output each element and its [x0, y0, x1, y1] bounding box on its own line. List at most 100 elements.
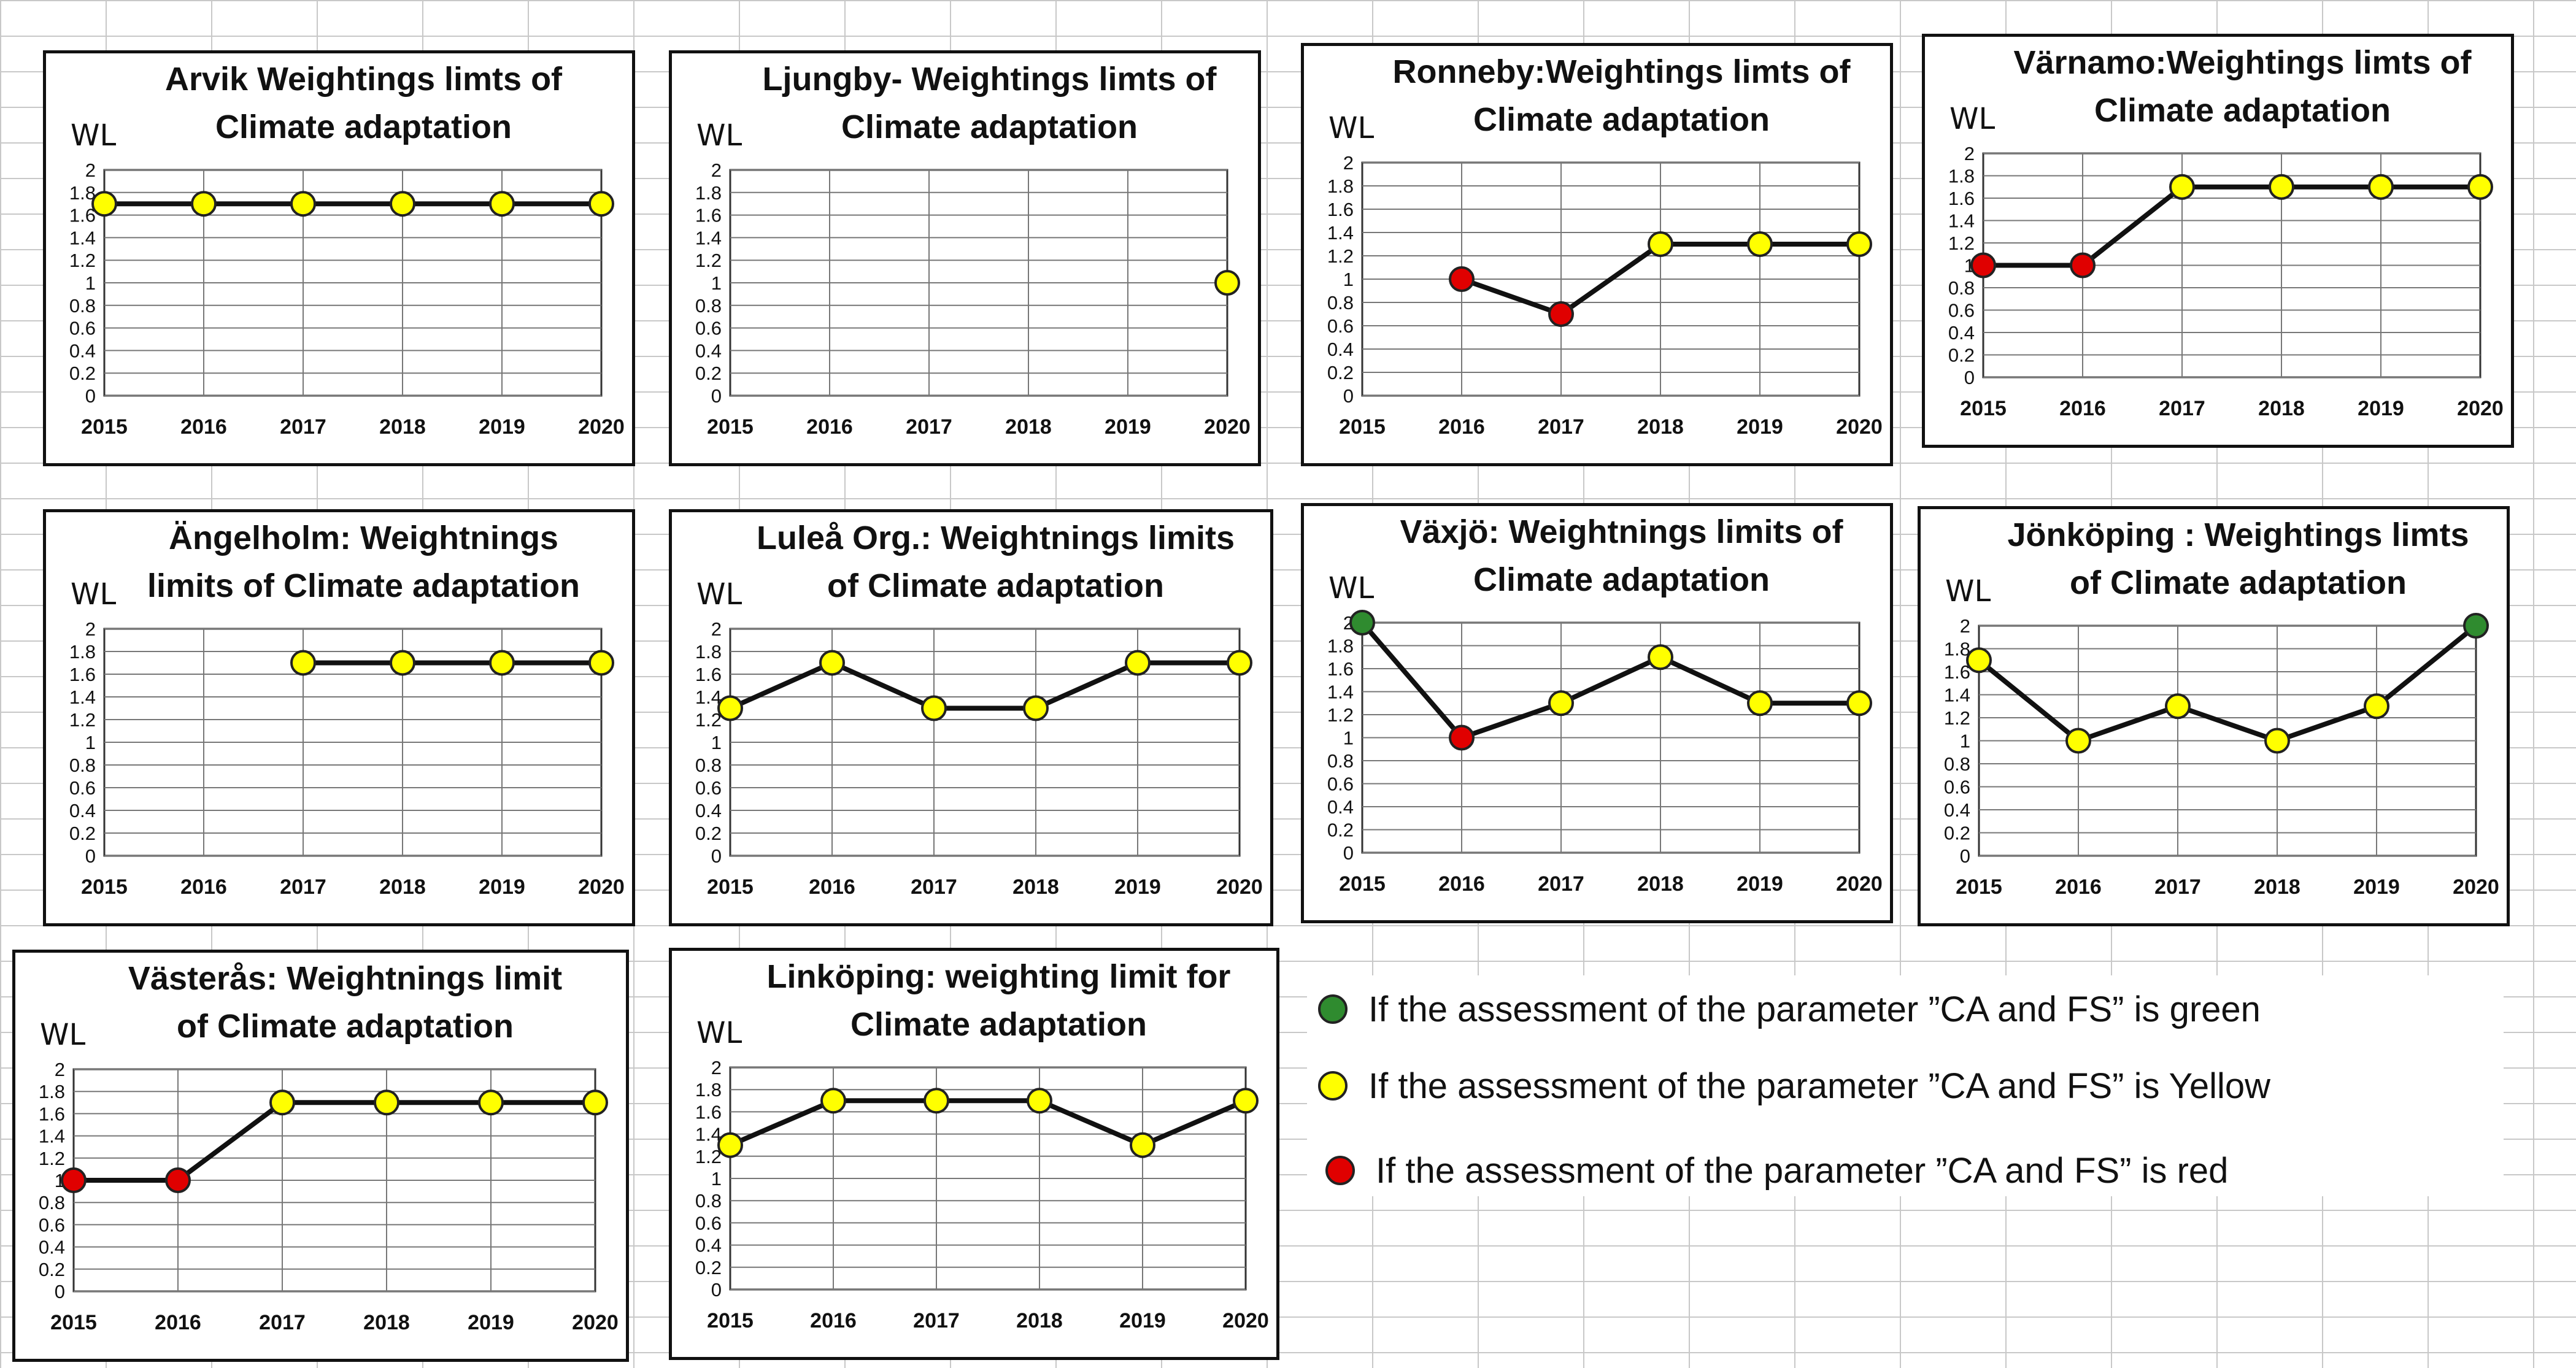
data-point — [290, 650, 316, 676]
x-tick-label: 2019 — [1737, 872, 1783, 896]
y-tick-label: 1.2 — [1327, 245, 1354, 267]
y-tick-label: 1.4 — [69, 686, 96, 708]
x-tick-label: 2017 — [1538, 872, 1584, 896]
y-tick-label: 1.6 — [695, 1101, 722, 1123]
chart-title-line: Värnamo:Weightings limts of — [2013, 44, 2472, 81]
chart-title-line: limits of Climate adaptation — [147, 567, 580, 604]
chart-title-line: Jönköping : Weightings limts — [2008, 517, 2469, 553]
data-point — [1227, 650, 1252, 676]
chart-ljungby: Ljungby- Weightings limts of Climate adap… — [669, 50, 1261, 466]
x-tick-label: 2020 — [1836, 415, 1883, 439]
y-tick-label: 0 — [1343, 842, 1354, 864]
y-tick-label: 0.6 — [1327, 315, 1354, 337]
x-tick-label: 2018 — [1016, 1309, 1063, 1332]
data-point — [390, 191, 415, 217]
x-tick-label: 2020 — [2457, 397, 2504, 420]
x-tick-label: 2020 — [572, 1311, 619, 1334]
legend-text-yellow: If the assessment of the parameter ”CA a… — [1368, 1066, 2271, 1106]
x-tick-label: 2016 — [1438, 415, 1485, 439]
y-axis-label: WL — [696, 577, 742, 612]
yellow-dot-icon — [1318, 1071, 1348, 1101]
y-tick-label: 0.6 — [695, 777, 722, 799]
y-tick-label: 0.8 — [39, 1192, 65, 1213]
data-point — [2364, 693, 2389, 720]
x-tick-label: 2015 — [50, 1311, 97, 1334]
y-tick-label: 1.2 — [69, 250, 96, 271]
y-tick-label: 1.4 — [69, 227, 96, 248]
data-point — [1449, 266, 1475, 292]
y-tick-label: 0.2 — [1327, 362, 1354, 383]
chart-svg: Ronneby:Weightings limts of Climate adapt… — [1327, 53, 1883, 439]
data-point — [1214, 270, 1240, 296]
y-tick-label: 0.4 — [1327, 796, 1354, 818]
y-tick-label: 1.2 — [1948, 232, 1975, 254]
data-point — [1349, 610, 1375, 636]
y-tick-label: 0.8 — [69, 295, 96, 317]
y-tick-label: 0.8 — [695, 755, 722, 776]
data-point — [1846, 231, 1872, 257]
y-tick-label: 0 — [711, 385, 722, 407]
series-line — [729, 1098, 1247, 1148]
y-tick-label: 0.6 — [695, 1212, 722, 1234]
y-tick-label: 1.6 — [1948, 188, 1975, 209]
chart-linkoping: Linköping: weighting limit for Climate ad… — [669, 948, 1279, 1360]
y-tick-label: 1.8 — [1944, 639, 1970, 660]
x-tick-label: 2016 — [155, 1311, 201, 1334]
chart-title-line: Climate adaptation — [215, 109, 512, 145]
x-tick-label: 2016 — [2059, 397, 2106, 420]
data-point — [1747, 690, 1773, 717]
x-tick-label: 2019 — [2358, 397, 2404, 420]
data-point — [2269, 174, 2294, 200]
x-tick-label: 2018 — [1637, 872, 1684, 896]
y-tick-label: 0.8 — [695, 295, 722, 317]
y-tick-label: 1.6 — [69, 664, 96, 685]
y-tick-label: 0 — [1960, 845, 1970, 867]
y-tick-label: 0 — [85, 845, 96, 867]
x-tick-label: 2015 — [1339, 415, 1386, 439]
y-tick-label: 0 — [85, 385, 96, 407]
y-tick-label: 0.6 — [69, 318, 96, 339]
y-tick-label: 1 — [711, 272, 722, 294]
data-point — [478, 1089, 504, 1116]
x-tick-label: 2018 — [379, 415, 426, 439]
y-tick-label: 0.8 — [69, 755, 96, 776]
y-tick-label: 0.2 — [69, 823, 96, 844]
series-line — [1983, 184, 2480, 268]
x-tick-label: 2020 — [1222, 1309, 1269, 1332]
chart-title-line: of Climate adaptation — [177, 1008, 514, 1045]
y-tick-label: 1 — [711, 1168, 722, 1189]
chart-title-line: Västerås: Weightnings limit — [128, 960, 562, 997]
y-tick-label: 1.4 — [1948, 210, 1975, 232]
chart-ronneby: Ronneby:Weightings limts of Climate adapt… — [1301, 43, 1893, 466]
y-tick-label: 1.4 — [1327, 682, 1354, 703]
data-point — [2264, 728, 2290, 754]
data-point — [1966, 647, 1992, 674]
x-tick-label: 2018 — [1637, 415, 1684, 439]
y-tick-label: 0.2 — [695, 1257, 722, 1278]
x-tick-label: 2020 — [1216, 875, 1263, 899]
chart-lulea: Luleå Org.: Weightnings limits of Climate… — [669, 509, 1273, 926]
x-tick-label: 2019 — [1119, 1309, 1166, 1332]
y-tick-label: 1.8 — [69, 641, 96, 663]
y-tick-label: 1.4 — [1944, 685, 1970, 706]
series-line — [74, 1100, 595, 1183]
y-tick-label: 0.4 — [69, 340, 96, 361]
y-tick-label: 1.2 — [39, 1148, 65, 1169]
y-tick-label: 0 — [711, 845, 722, 867]
chart-jonkoping: Jönköping : Weightings limts of Climate a… — [1918, 506, 2510, 926]
x-tick-label: 2018 — [363, 1311, 410, 1334]
chart-vasteras: Västerås: Weightnings limit of Climate ad… — [12, 950, 629, 1362]
y-axis-label: WL — [1945, 574, 1991, 609]
y-tick-label: 0.2 — [1944, 823, 1970, 844]
x-tick-label: 2020 — [578, 875, 625, 899]
y-axis-label: WL — [1328, 571, 1374, 605]
chart-title-line: Arvik Weightings limts of — [165, 61, 563, 98]
y-tick-label: 0.2 — [695, 823, 722, 844]
y-tick-label: 1 — [1343, 269, 1354, 290]
chart-arvik: Arvik Weightings limts of Climate adaptat… — [43, 50, 635, 466]
y-tick-label: 1.2 — [695, 1146, 722, 1167]
data-point — [1648, 231, 1673, 257]
chart-svg: Linköping: weighting limit for Climate ad… — [695, 958, 1269, 1332]
y-tick-label: 1.8 — [1948, 166, 1975, 187]
x-tick-label: 2018 — [2258, 397, 2305, 420]
